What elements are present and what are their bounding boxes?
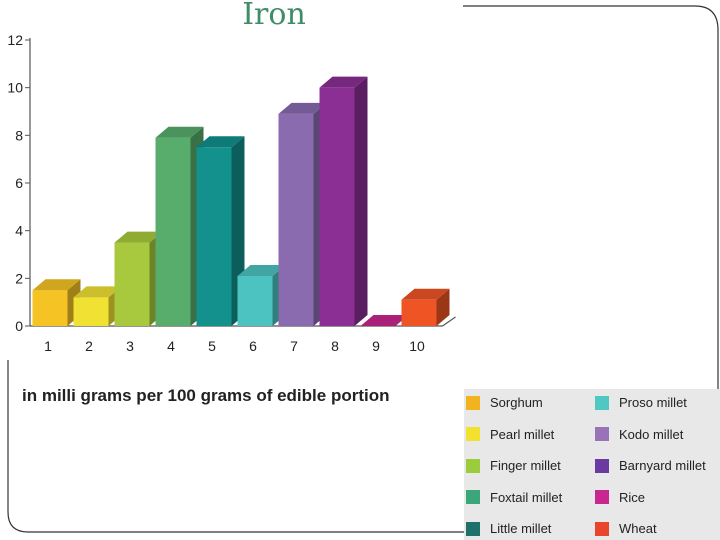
y-tick-label: 12 [7, 32, 23, 48]
bar-7 [278, 102, 327, 326]
legend-label: Wheat [619, 521, 657, 536]
bar-3 [114, 231, 163, 326]
bar-8 [319, 76, 368, 327]
bar-top [196, 136, 245, 148]
x-tick-label: 6 [249, 338, 257, 354]
legend-item: Foxtail millet [466, 490, 562, 505]
legend-label: Kodo millet [619, 426, 684, 442]
x-tick-label: 3 [126, 338, 134, 354]
legend-label: Sorghum [490, 395, 543, 410]
legend-swatch [595, 458, 609, 473]
bar-front [32, 290, 68, 326]
bar-front [73, 297, 109, 326]
bar-top [319, 76, 368, 88]
chart-legend: Sorghum Pearl millet Finger millet Foxtail … [464, 389, 720, 540]
bar-front [114, 242, 150, 326]
legend-swatch [595, 395, 609, 410]
legend-swatch [595, 521, 609, 536]
legend-label: Little millet [490, 521, 552, 536]
bar-top [73, 286, 122, 298]
legend-label: Finger millet [490, 458, 561, 473]
x-tick-label: 8 [331, 338, 339, 354]
bar-10 [401, 288, 450, 326]
legend-item: Little millet [466, 521, 551, 536]
legend-swatch [466, 458, 480, 473]
x-tick-label: 7 [290, 338, 298, 354]
legend-item: Finger millet [466, 458, 561, 473]
chart-title: Iron [242, 0, 306, 32]
x-tick-label: 1 [44, 338, 52, 354]
bar-6 [237, 264, 286, 326]
x-tick-labels: 1 2 3 4 5 6 7 8 9 10 [44, 338, 425, 354]
legend-item: Rice [595, 490, 645, 505]
bar-top [401, 288, 450, 300]
x-tick-label: 4 [167, 338, 175, 354]
legend-label: Pearl millet [490, 426, 555, 442]
legend-swatch [466, 521, 480, 536]
legend-item: Proso millet [595, 395, 687, 410]
bar-top [237, 264, 286, 276]
y-tick-label: 2 [15, 270, 23, 286]
x-tick-label: 10 [409, 338, 425, 354]
bar-side [436, 288, 450, 326]
legend-label: Proso millet [619, 395, 687, 410]
bar-4 [155, 126, 204, 326]
y-tick-label: 10 [7, 80, 23, 96]
legend-swatch [466, 427, 480, 441]
bar-front [319, 87, 355, 327]
y-tick-label: 6 [15, 175, 23, 191]
legend-swatch [466, 490, 480, 504]
legend-item: Kodo millet [595, 427, 683, 442]
bar-front [401, 299, 437, 326]
chart-bars [32, 76, 450, 327]
legend-item: Barnyard millet [595, 458, 706, 473]
legend-swatch [466, 395, 480, 410]
bar-front [196, 147, 232, 326]
bar-top [32, 279, 81, 291]
bar-front [155, 137, 191, 326]
legend-item: Pearl millet [466, 427, 554, 442]
x-axis-depth-line [442, 316, 456, 327]
y-tick-labels: 0 2 4 6 8 10 12 [7, 32, 23, 334]
legend-swatch [595, 427, 609, 441]
bar-5 [196, 136, 245, 326]
x-tick-label: 5 [208, 338, 216, 354]
y-tick-label: 0 [15, 318, 23, 334]
bar-side [354, 76, 368, 327]
x-tick-label: 2 [85, 338, 93, 354]
bar-top [360, 315, 409, 326]
legend-item: Sorghum [466, 395, 543, 410]
bar-front [278, 113, 314, 326]
y-tick-label: 8 [15, 127, 23, 143]
legend-item: Wheat [595, 521, 657, 536]
bar-top [114, 231, 163, 243]
legend-swatch [595, 490, 609, 504]
y-tick-label: 4 [15, 223, 23, 239]
legend-label: Barnyard millet [619, 458, 706, 473]
x-tick-label: 9 [372, 338, 380, 354]
bar-front [237, 275, 273, 326]
bar-top [278, 102, 327, 114]
bar-9 [360, 315, 409, 326]
legend-label: Rice [619, 489, 646, 505]
legend-label: Foxtail millet [490, 489, 563, 505]
bar-top [155, 126, 204, 138]
bar-2 [73, 286, 122, 326]
bar-1 [32, 279, 81, 326]
y-axis-label: in milli grams per 100 grams of edible p… [22, 386, 389, 405]
